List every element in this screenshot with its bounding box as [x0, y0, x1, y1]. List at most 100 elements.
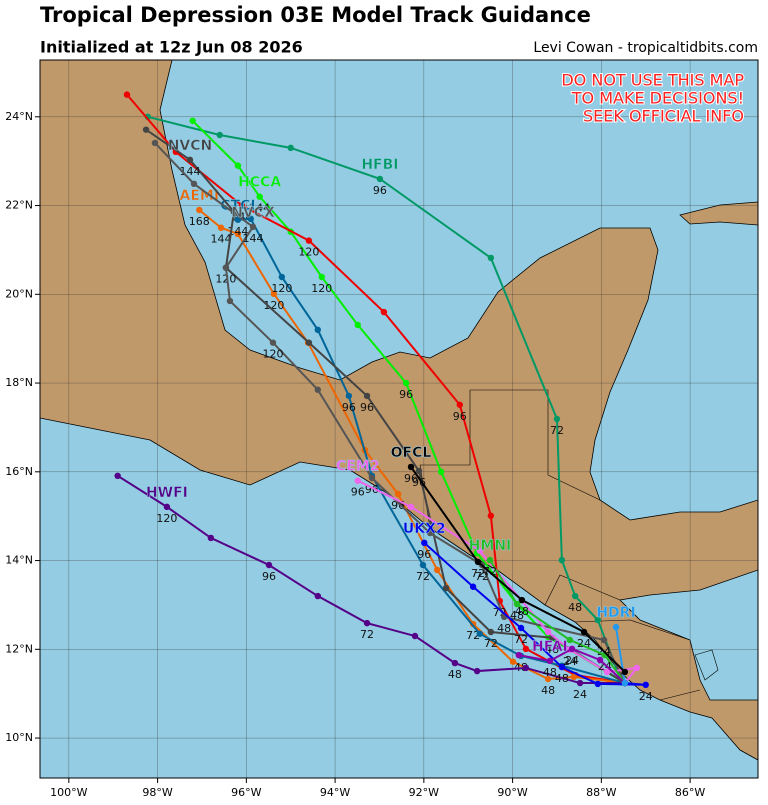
track-point — [376, 175, 384, 183]
track-point — [222, 264, 230, 271]
forecast-hour: 48 — [497, 622, 511, 635]
track-point — [151, 139, 159, 147]
track-point — [566, 636, 574, 644]
model-name: HWFI — [146, 485, 188, 501]
x-tick-label: 90°W — [497, 786, 527, 799]
map-frame — [39, 59, 759, 779]
title: Tropical Depression 03E Model Track Guid… — [40, 3, 591, 27]
track-point — [594, 616, 602, 624]
track-point — [553, 415, 561, 423]
track-point — [415, 467, 423, 475]
track-point — [345, 392, 353, 400]
track-point — [487, 512, 495, 519]
model-name: CEM2 — [336, 459, 380, 475]
track-point — [571, 592, 579, 600]
track-point — [216, 131, 223, 139]
track-point — [123, 91, 131, 98]
forecast-hour: 72 — [475, 570, 489, 583]
subtitle: Initialized at 12z Jun 08 2026 — [40, 38, 303, 57]
warning-text: TO MAKE DECISIONS! — [571, 89, 744, 108]
track-point — [513, 600, 521, 608]
track-point — [621, 668, 629, 676]
track-point — [407, 463, 415, 471]
track-point — [474, 558, 482, 566]
forecast-hour: 72 — [514, 633, 528, 646]
y-tick-label: 24°N — [5, 110, 33, 123]
y-tick-label: 18°N — [5, 376, 33, 389]
y-tick-label: 16°N — [5, 465, 33, 478]
track-point — [546, 657, 554, 665]
forecast-hour: 72 — [360, 628, 374, 641]
track-point — [517, 624, 525, 632]
track-point — [487, 254, 495, 262]
forecast-hour: 96 — [417, 548, 431, 561]
model-name: OFCL — [391, 445, 432, 461]
track-point — [207, 534, 215, 542]
model-name: HMNI — [469, 538, 512, 554]
track-point — [576, 679, 584, 687]
model-name: NVCX — [231, 205, 275, 221]
track-line — [147, 115, 623, 683]
forecast-hour: 48 — [510, 609, 524, 622]
track-point — [142, 126, 150, 133]
track-point — [621, 679, 629, 687]
forecast-hour: 120 — [156, 512, 177, 525]
track-point — [270, 290, 278, 298]
warning-text: DO NOT USE THIS MAP — [561, 71, 744, 90]
forecast-hour: 48 — [541, 684, 555, 697]
forecast-hour: 120 — [311, 282, 332, 295]
track-point — [473, 667, 481, 675]
track-point — [509, 658, 517, 665]
track-point — [487, 628, 495, 636]
track-point — [600, 636, 608, 644]
track-point — [544, 675, 552, 683]
track-point — [189, 117, 196, 124]
forecast-hour: 72 — [416, 570, 430, 583]
track-point — [419, 561, 427, 569]
track-point — [558, 663, 566, 671]
track-point — [114, 472, 121, 480]
model-name: UKX2 — [403, 521, 446, 537]
x-tick-label: 96°W — [231, 786, 261, 799]
forecast-hour: 144 — [227, 225, 248, 238]
track-point — [305, 237, 313, 244]
track-point — [238, 202, 246, 209]
track-point — [426, 529, 434, 537]
track-point — [486, 556, 494, 564]
x-tick-label: 92°W — [409, 786, 439, 799]
track-point — [354, 321, 361, 329]
x-tick-label: 94°W — [320, 786, 350, 799]
track-point — [596, 656, 604, 664]
track-point — [522, 664, 530, 672]
track-point — [196, 206, 203, 214]
x-tick-label: 100°W — [50, 786, 87, 799]
model-name: AEMI — [180, 188, 220, 204]
x-tick-label: 88°W — [586, 786, 616, 799]
track-point — [642, 681, 649, 689]
border — [419, 389, 701, 701]
forecast-hour: 24 — [639, 690, 653, 703]
forecast-hour: 48 — [543, 666, 557, 679]
track-line — [117, 474, 625, 685]
warning-text: SEEK OFFICIAL INFO — [583, 107, 744, 126]
y-tick-label: 20°N — [5, 287, 33, 300]
forecast-hour: 96 — [342, 401, 356, 414]
forecast-hour: 24 — [563, 655, 577, 668]
track-point — [437, 468, 445, 476]
forecast-hour: 24 — [577, 637, 591, 650]
forecast-hour: 48 — [515, 605, 529, 618]
tracks: 487296HFBI96120144HCCA729612014448729612… — [114, 91, 653, 703]
forecast-hour: 24 — [573, 688, 587, 701]
track-point — [394, 490, 402, 498]
forecast-hour: 48 — [545, 643, 559, 656]
forecast-hour: 24 — [598, 660, 612, 673]
forecast-hour: 96 — [404, 472, 418, 485]
track-point — [363, 392, 371, 400]
track-point — [186, 156, 194, 164]
track-point — [544, 628, 552, 636]
forecast-hour: 96 — [399, 388, 413, 401]
track-point — [247, 215, 254, 223]
map-area — [40, 60, 758, 778]
track-point — [314, 592, 321, 600]
model-name: HFAI — [532, 639, 568, 655]
